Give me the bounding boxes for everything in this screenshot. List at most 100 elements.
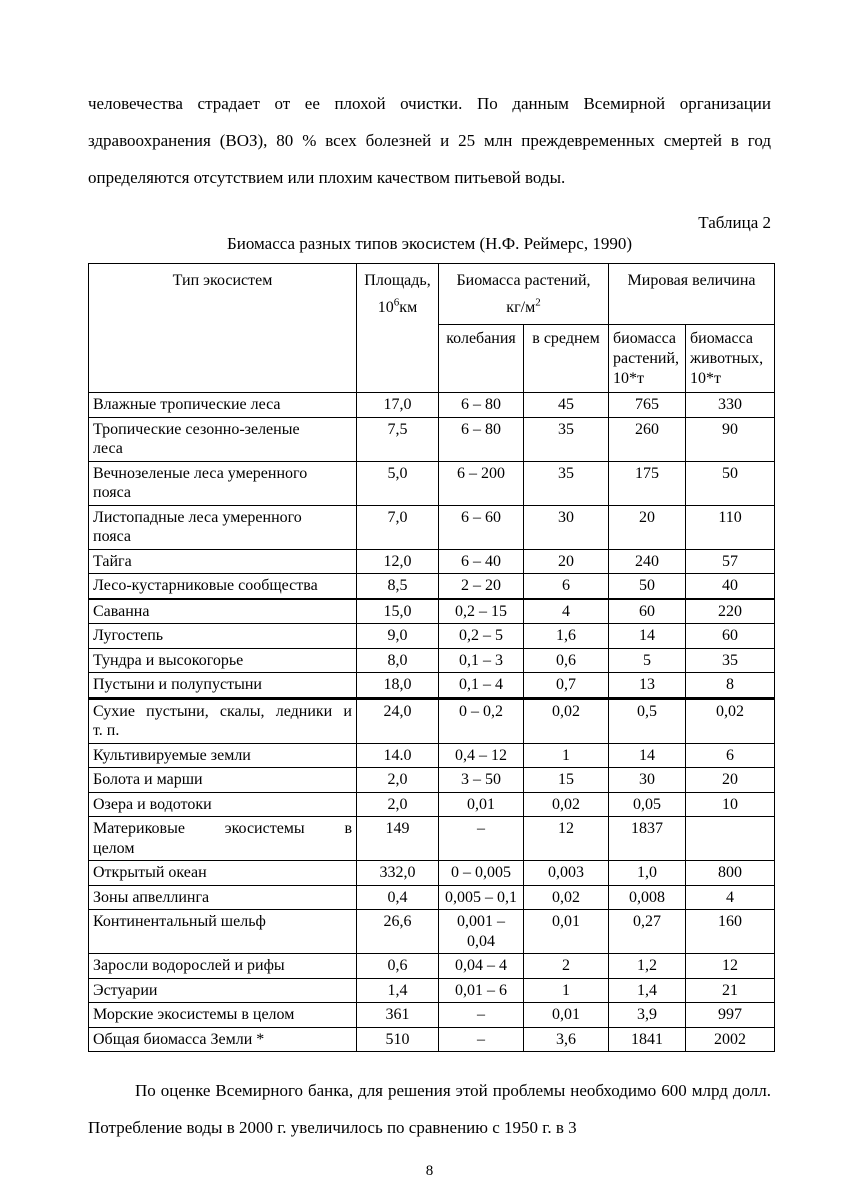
value-cell: 5 (608, 647, 687, 673)
value-cell: 0,05 (608, 791, 687, 817)
header-animal-total: биомасса животных, 10*т (685, 324, 776, 393)
value-cell: 0,4 (356, 884, 439, 910)
table-row: Лесо-кустарниковые сообщества 8,5 2 – 20 6 5… (88, 573, 776, 599)
header-average: в среднем (522, 324, 610, 393)
header-plant-biomass-line1: Биомасса растений, (456, 272, 591, 289)
value-cell: 15 (522, 767, 610, 793)
table-row: Озера и водотоки 2,0 0,01 0,02 0,05 10 (88, 791, 776, 817)
table-row: Листопадные леса умеренного пояса 7,0 6 – 6… (88, 504, 776, 550)
table-title: Биомасса разных типов экосистем (Н.Ф. Ре… (226, 234, 633, 253)
ecosystem-name-cell: Тропические сезонно-зеленые леса (88, 416, 357, 462)
ecosystem-name-cell: Лесо-кустарниковые сообщества (88, 573, 357, 599)
table-row: Тропические сезонно-зеленые леса 7,5 6 – 80… (88, 416, 776, 462)
value-cell: 149 (356, 816, 439, 861)
header-world-value-group: Мировая величина (608, 263, 776, 325)
value-cell: 0 – 0,2 (438, 696, 524, 744)
value-cell: 0,02 (522, 696, 610, 744)
table-row: Саванна 15,0 0,2 – 15 4 60 220 (88, 597, 776, 624)
value-cell: 15,0 (356, 597, 439, 624)
value-cell: 361 (356, 1002, 439, 1028)
value-cell: 0,001 – 0,04 (438, 909, 524, 954)
table-row: Сухие пустыни, скалы, ледники и т. п. 24,0… (88, 696, 776, 744)
value-cell: 8 (685, 672, 776, 699)
value-cell: 30 (608, 767, 687, 793)
ecosystem-name-line: пояса (93, 528, 132, 545)
table-row: Тайга 12,0 6 – 40 20 240 57 (88, 548, 776, 574)
value-cell: 20 (522, 548, 610, 574)
ecosystem-name-line: Вечнозеленые леса умеренного (93, 464, 308, 482)
ecosystem-name-cell: Пустыни и полупустыни (88, 672, 357, 699)
ecosystem-name-line: целом (93, 839, 135, 857)
value-cell: 0,01 (522, 1002, 610, 1028)
value-cell: 6 – 200 (438, 460, 524, 506)
value-cell: 90 (685, 416, 776, 462)
header-area-line2: 106км (360, 294, 435, 321)
header-row-subcolumns: колебания в среднем биомасса растений, 1… (89, 324, 776, 393)
header-area-line1: Площадь, (364, 272, 431, 289)
value-cell: 1,4 (356, 977, 439, 1003)
value-cell: 0,01 – 6 (438, 977, 524, 1003)
value-cell: 1837 (608, 816, 687, 861)
ecosystem-name-cell: Влажные тропические леса (88, 392, 357, 418)
ecosystem-name-cell: Материковые экосистемы в целом (88, 816, 357, 861)
table-row: Лугостепь 9,0 0,2 – 5 1,6 14 60 (88, 623, 776, 649)
ecosystem-name-line: пояса (93, 484, 132, 501)
value-cell: 3,9 (608, 1002, 687, 1028)
ecosystem-name-line: т. п. (93, 722, 120, 739)
value-cell: 50 (685, 460, 776, 506)
value-cell: 6 (685, 742, 776, 768)
ecosystem-name-cell: Открытый океан (88, 860, 357, 886)
table-row: Зоны апвеллинга 0,4 0,005 – 0,1 0,02 0,008 4 (88, 884, 776, 910)
ecosystem-name-cell: Общая биомасса Земли * (88, 1026, 357, 1052)
ecosystem-name-cell: Тундра и высокогорье (88, 647, 357, 673)
ecosystem-name-line: леса (93, 440, 123, 457)
value-cell: 800 (685, 860, 776, 886)
value-cell: 13 (608, 672, 687, 699)
value-cell: 21 (685, 977, 776, 1003)
value-cell: 30 (522, 504, 610, 550)
value-cell: 60 (685, 623, 776, 649)
value-cell: 35 (522, 416, 610, 462)
ecosystem-name-cell: Озера и водотоки (88, 791, 357, 817)
table-row: Эстуарии 1,4 0,01 – 6 1 1,4 21 (88, 977, 776, 1003)
value-cell: 3,6 (522, 1026, 610, 1052)
value-cell: 510 (356, 1026, 439, 1052)
value-cell: 2 (522, 953, 610, 979)
value-cell: 4 (685, 884, 776, 910)
header-area-base: 10 (377, 299, 394, 316)
table-row: Морские экосистемы в целом 361–0,01 3,9 997 (88, 1002, 776, 1028)
table-header: Тип экосистем Площадь, 106км Биомасса ра… (88, 263, 776, 393)
table-row: Вечнозеленые леса умеренного пояса 5,0 6 – … (88, 460, 776, 506)
value-cell: 7,5 (356, 416, 439, 462)
ecosystem-name-cell: Саванна (88, 597, 357, 624)
header-plant-biomass-superscript: 2 (535, 296, 541, 309)
header-plant-biomass-unit: кг/м (506, 299, 536, 316)
value-cell: 0,01 (522, 909, 610, 954)
table-row: Общая биомасса Земли * 510–3,6 1841 2002 (88, 1026, 776, 1052)
value-cell: – (438, 1026, 524, 1052)
ecosystem-name-cell: Листопадные леса умеренного пояса (88, 504, 357, 550)
value-cell: 8,5 (356, 573, 439, 599)
value-cell: 0,02 (522, 791, 610, 817)
ecosystem-name-cell: Вечнозеленые леса умеренного пояса (88, 460, 357, 506)
header-ecosystem-type: Тип экосистем (88, 263, 357, 393)
header-ecosystem-type-label: Тип экосистем (172, 272, 273, 289)
value-cell: 35 (522, 460, 610, 506)
ecosystem-name-cell: Культивируемые земли (88, 742, 357, 768)
value-cell: 24,0 (356, 696, 439, 744)
value-cell: 0,01 (438, 791, 524, 817)
table-label: Таблица 2 (698, 213, 771, 232)
value-cell: 8,0 (356, 647, 439, 673)
table-row: Открытый океан 332,0 0 – 0,005 0,003 1,0 800 (88, 860, 776, 886)
ecosystem-name-cell: Эстуарии (88, 977, 357, 1003)
table-body: Влажные тропические леса 17,0 6 – 80 45 765 3… (88, 392, 776, 1052)
ecosystem-name-line: Листопадные леса умеренного (93, 508, 302, 526)
value-cell: 20 (685, 767, 776, 793)
ecosystem-name-line: Тропические сезонно-зеленые (93, 420, 300, 438)
value-cell: 1,2 (608, 953, 687, 979)
ecosystem-name-cell: Лугостепь (88, 623, 357, 649)
value-cell: 0,1 – 3 (438, 647, 524, 673)
value-cell: 1841 (608, 1026, 687, 1052)
